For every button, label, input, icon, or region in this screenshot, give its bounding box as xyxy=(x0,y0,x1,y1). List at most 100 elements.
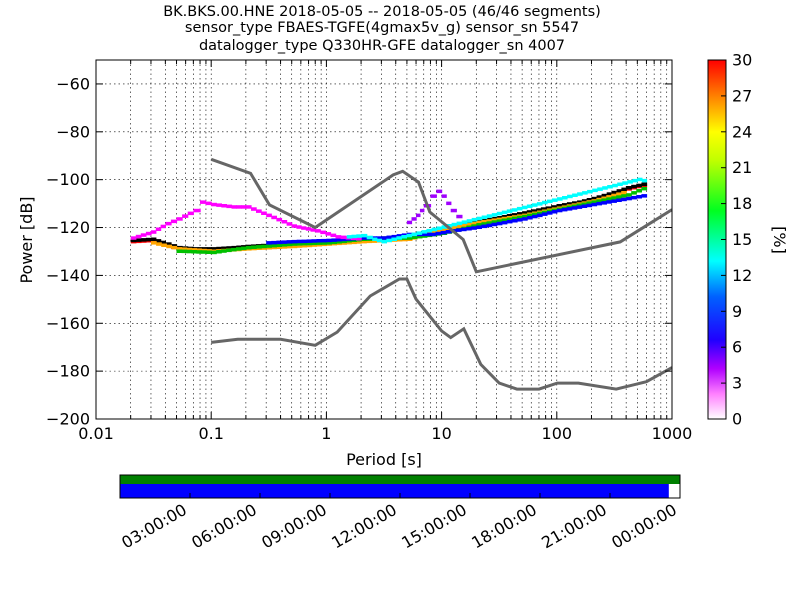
density-cell xyxy=(206,247,212,251)
density-cell xyxy=(371,239,377,243)
density-cell xyxy=(291,242,298,246)
density-cell xyxy=(296,244,303,248)
density-cell xyxy=(221,246,227,250)
density-cell xyxy=(251,245,257,249)
density-cell xyxy=(631,191,637,195)
colorbar-tick-label: 30 xyxy=(732,51,752,70)
density-cell xyxy=(636,195,642,199)
density-cell xyxy=(545,206,552,210)
density-cell xyxy=(281,220,288,224)
density-cell xyxy=(526,204,533,208)
density-cell xyxy=(506,209,513,213)
density-cell xyxy=(145,237,152,242)
x-tick-label: 1000 xyxy=(652,424,693,443)
density-cell xyxy=(226,246,233,250)
density-cell xyxy=(186,247,192,252)
density-cell xyxy=(310,228,316,232)
density-cell xyxy=(170,219,178,224)
density-cell xyxy=(511,219,518,223)
density-cell xyxy=(581,204,588,208)
y-tick-label: −80 xyxy=(56,122,90,141)
density-cell xyxy=(627,180,633,184)
density-cell xyxy=(611,199,617,203)
density-cell xyxy=(631,184,637,189)
density-cell xyxy=(391,234,398,239)
density-cell xyxy=(411,235,418,240)
density-cell xyxy=(301,239,308,244)
colorbar-tick-label: 18 xyxy=(732,194,752,213)
density-cell xyxy=(396,236,402,240)
density-cell xyxy=(316,239,323,243)
data-coverage-bar: 03:00:0006:00:0009:00:0012:00:0015:00:00… xyxy=(118,474,681,552)
density-cell xyxy=(411,217,417,221)
density-cell xyxy=(561,203,568,207)
density-cell xyxy=(601,198,607,202)
density-cell xyxy=(586,198,593,202)
density-cell xyxy=(196,248,202,252)
density-cell xyxy=(351,234,357,239)
density-cell xyxy=(187,211,194,216)
density-cell xyxy=(296,239,303,244)
density-cell xyxy=(461,223,467,228)
density-cell xyxy=(471,224,477,228)
density-cell xyxy=(231,245,237,250)
density-cell xyxy=(170,244,178,248)
density-cell xyxy=(551,205,558,209)
density-cell xyxy=(171,245,178,250)
density-cell xyxy=(496,219,503,223)
density-cell xyxy=(616,192,622,196)
density-cell xyxy=(496,221,503,226)
density-cell xyxy=(261,211,267,215)
density-cell xyxy=(516,206,523,211)
density-cell xyxy=(361,236,367,240)
y-tick-label: −100 xyxy=(46,170,90,189)
density-cell xyxy=(547,199,553,204)
density-cell xyxy=(601,196,607,200)
density-cell xyxy=(145,231,152,236)
density-cell xyxy=(517,212,523,216)
density-cell xyxy=(281,245,288,249)
y-tick-label: −180 xyxy=(46,362,90,381)
density-cell xyxy=(286,240,293,244)
density-cell xyxy=(471,221,477,226)
density-cell xyxy=(276,217,283,222)
density-cell xyxy=(561,207,568,212)
density-cell xyxy=(261,244,267,249)
density-cell xyxy=(182,214,189,218)
density-cell xyxy=(451,225,458,230)
density-cell xyxy=(601,193,608,198)
density-cell xyxy=(130,236,137,240)
density-cell xyxy=(281,243,288,247)
density-cell xyxy=(351,240,357,245)
density-cell xyxy=(186,249,192,254)
density-trace xyxy=(406,189,463,225)
density-cell xyxy=(541,212,548,216)
density-cell xyxy=(606,200,612,204)
x-tick-label: 1 xyxy=(321,424,331,443)
density-cell xyxy=(636,183,642,188)
title-line-2: sensor_type FBAES-TGFE(4gmax5v_g) sensor… xyxy=(185,20,579,36)
density-cell xyxy=(201,250,207,254)
density-cell xyxy=(551,210,558,214)
density-cell xyxy=(577,200,583,204)
coverage-time-label: 09:00:00 xyxy=(258,500,330,552)
density-cell xyxy=(216,250,222,254)
density-cell xyxy=(632,178,638,183)
coverage-data-band xyxy=(120,484,669,498)
density-cell xyxy=(401,235,407,239)
density-cell xyxy=(471,226,477,230)
density-cell xyxy=(346,235,353,239)
coverage-time-label: 15:00:00 xyxy=(398,500,470,552)
y-axis-label: Power [dB] xyxy=(17,196,36,283)
density-trace xyxy=(266,194,648,245)
density-cell xyxy=(576,205,583,209)
colorbar-tick-label: 27 xyxy=(732,86,752,105)
density-cell xyxy=(216,246,222,251)
density-cell xyxy=(451,222,458,227)
density-cell xyxy=(321,238,327,243)
density-cell xyxy=(306,239,313,243)
density-cell xyxy=(617,182,623,186)
density-cell xyxy=(315,229,321,233)
density-cell xyxy=(601,201,607,205)
density-cell xyxy=(486,223,493,228)
